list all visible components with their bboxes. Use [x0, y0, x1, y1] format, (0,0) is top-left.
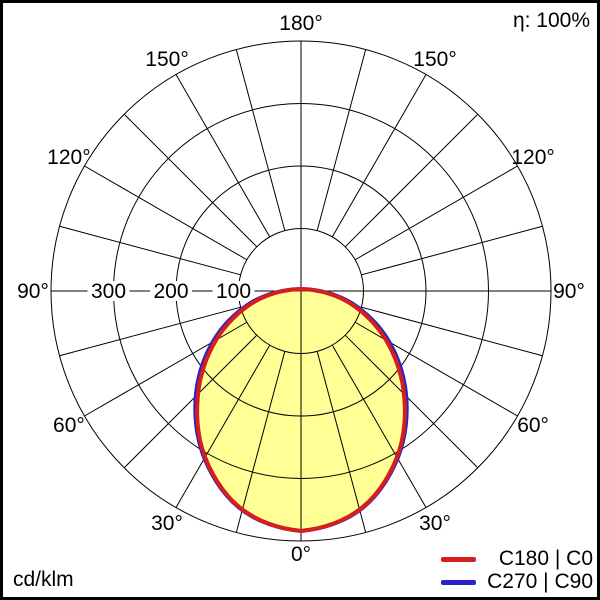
grid-radial-line: [316, 49, 367, 231]
angle-label: 180°: [279, 12, 322, 35]
grid-radial-line: [59, 306, 241, 357]
radial-tick-label: 100: [216, 280, 251, 303]
grid-radial-line: [123, 334, 258, 469]
grid-radial-line: [123, 113, 258, 248]
grid-radial-line: [354, 165, 518, 261]
grid-radial-line: [361, 306, 543, 357]
angle-label: 60°: [517, 414, 549, 437]
grid-radial-line: [331, 344, 427, 508]
polar-chart: 100 200 300 0° 30° 30° 60° 60° 90° 90° 120° 120° 150…: [17, 12, 585, 566]
grid-radial-line: [175, 344, 271, 508]
radial-tick-label: 200: [153, 280, 188, 303]
grid-radial-line: [331, 74, 427, 238]
grid-radial-line: [361, 225, 543, 276]
legend-item-c270-c90: C270 | C90: [441, 570, 593, 593]
angle-label: 0°: [291, 543, 311, 566]
angle-label: 120°: [47, 146, 90, 169]
radial-tick-mask: [150, 281, 192, 301]
legend-line-blue-icon: [441, 579, 476, 585]
legend: C180 | C0 C270 | C90: [441, 547, 593, 593]
angle-label: 90°: [17, 280, 49, 303]
angle-label: 150°: [413, 48, 456, 71]
angle-label: 30°: [419, 512, 451, 535]
radial-tick-mask: [212, 281, 255, 301]
grid-radial-line: [344, 334, 479, 469]
angle-label: 30°: [151, 512, 183, 535]
grid-radial-line: [344, 113, 479, 248]
angle-label: 150°: [145, 48, 188, 71]
legend-label-c180-c0: C180 | C0: [498, 547, 593, 570]
unit-label: cd/klm: [13, 567, 74, 591]
grid-radial-line: [59, 225, 241, 276]
curve-c180-c0: [195, 287, 407, 533]
grid-radial-line: [84, 165, 248, 261]
legend-item-c180-c0: C180 | C0: [441, 547, 593, 570]
grid-radial-line: [316, 351, 367, 533]
radial-tick-label: 300: [91, 280, 126, 303]
efficiency-label: η: 100%: [512, 9, 590, 32]
angle-label: 120°: [511, 146, 554, 169]
radial-tick-mask: [87, 281, 130, 301]
grid-radial-line: [235, 49, 286, 231]
angle-label: 60°: [53, 414, 85, 437]
angle-label: 90°: [553, 280, 585, 303]
legend-line-red-icon: [441, 556, 476, 562]
grid-radial-line: [175, 74, 271, 238]
grid-radial-line: [235, 351, 286, 533]
legend-label-c270-c90: C270 | C90: [487, 570, 593, 593]
